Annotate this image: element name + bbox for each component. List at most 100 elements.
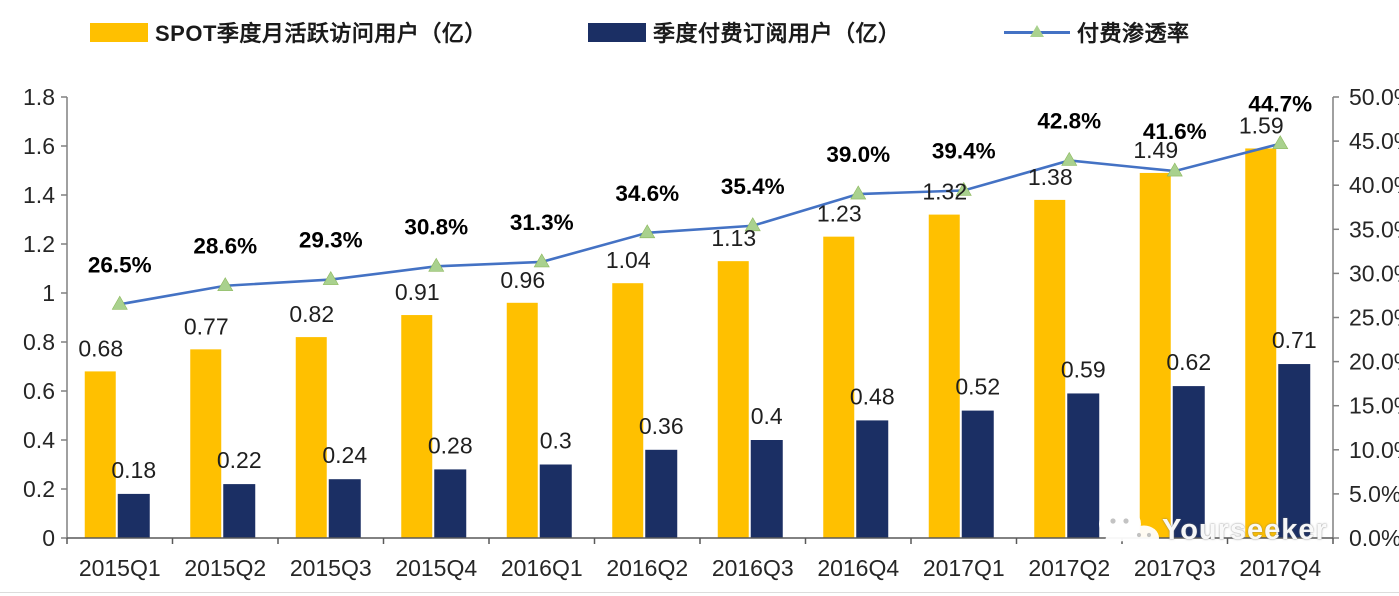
left-axis-tick-label: 0.4	[23, 427, 55, 453]
x-axis-label: 2017Q4	[1239, 555, 1321, 581]
left-axis-tick-label: 0.8	[23, 329, 55, 355]
subscriber-bar-label: 0.4	[751, 403, 783, 429]
penetration-marker	[533, 253, 550, 268]
penetration-marker	[1272, 135, 1289, 150]
mau-bar	[190, 349, 222, 538]
right-axis-tick-label: 30.0%	[1349, 260, 1399, 286]
penetration-point-label: 42.8%	[1037, 109, 1101, 134]
penetration-point-label: 39.4%	[932, 138, 996, 163]
penetration-marker	[744, 217, 761, 232]
mau-bar	[1245, 148, 1277, 538]
penetration-point-label: 31.3%	[510, 210, 574, 235]
subscriber-bar-label: 0.62	[1166, 349, 1211, 375]
penetration-marker	[639, 224, 656, 239]
penetration-marker	[428, 257, 445, 272]
subscriber-bar	[961, 410, 994, 538]
subscriber-bar	[223, 484, 256, 538]
subscriber-bar-label: 0.59	[1061, 356, 1106, 382]
legend-item-mau: SPOT季度月活跃访问用户（亿）	[90, 18, 487, 46]
penetration-point-label: 35.4%	[721, 174, 785, 199]
subscriber-bar-label: 0.24	[322, 442, 367, 468]
mau-bar-label: 0.77	[184, 313, 229, 339]
penetration-marker	[850, 185, 867, 200]
mau-bar	[928, 214, 960, 538]
left-axis-tick-label: 0.6	[23, 378, 55, 404]
right-axis-tick-label: 10.0%	[1349, 437, 1399, 463]
penetration-point-label: 41.6%	[1143, 119, 1207, 144]
left-axis-tick-label: 0	[42, 525, 55, 551]
left-axis-tick-label: 1.2	[23, 231, 55, 257]
x-axis-label: 2015Q4	[395, 555, 477, 581]
legend-item-label: 付费渗透率	[1077, 21, 1190, 46]
right-axis-tick-label: 35.0%	[1349, 216, 1399, 242]
x-axis-label: 2016Q3	[712, 555, 794, 581]
mau-bar	[506, 302, 538, 538]
penetration-line	[119, 142, 1281, 306]
legend-item-penetration: 付费渗透率	[1004, 18, 1190, 46]
left-axis-tick-label: 1.8	[23, 84, 55, 110]
mau-bar	[1139, 172, 1171, 538]
legend-item-subscribers: 季度付费订阅用户（亿）	[588, 18, 901, 46]
mau-bar	[401, 315, 433, 538]
subscriber-bar-label: 0.22	[217, 447, 262, 473]
x-axis-label: 2017Q3	[1134, 555, 1216, 581]
penetration-marker	[217, 277, 234, 292]
right-axis-tick-label: 15.0%	[1349, 393, 1399, 419]
right-axis-tick-label: 5.0%	[1349, 481, 1399, 507]
x-axis-label: 2017Q1	[923, 555, 1005, 581]
right-axis-tick-label: 45.0%	[1349, 128, 1399, 154]
mau-bar-label: 1.23	[817, 201, 862, 227]
penetration-point-label: 28.6%	[193, 234, 257, 259]
mau-bar-label: 0.91	[395, 279, 440, 305]
mau-bar-label: 1.49	[1133, 137, 1178, 163]
left-axis-tick-label: 1.6	[23, 133, 55, 159]
mau-bar	[84, 371, 116, 538]
penetration-point-label: 44.7%	[1248, 92, 1312, 117]
penetration-point-label: 30.8%	[404, 214, 468, 239]
mau-bar	[823, 236, 855, 538]
right-axis-tick-label: 40.0%	[1349, 172, 1399, 198]
penetration-point-label: 39.0%	[826, 142, 890, 167]
subscriber-bar	[750, 440, 783, 538]
legend-item-label: SPOT季度月活跃访问用户（亿）	[155, 21, 487, 46]
subscriber-bar	[539, 464, 572, 538]
penetration-point-label: 34.6%	[615, 181, 679, 206]
penetration-marker	[322, 270, 339, 285]
subscriber-series-swatch	[588, 22, 646, 42]
subscriber-bar	[645, 449, 678, 538]
x-axis-label: 2016Q1	[501, 555, 583, 581]
penetration-marker	[111, 295, 128, 310]
subscriber-bar-label: 0.52	[955, 374, 1000, 400]
left-axis-tick-label: 0.2	[23, 476, 55, 502]
subscriber-bar	[1278, 364, 1311, 538]
x-axis-label: 2015Q1	[79, 555, 161, 581]
subscriber-bar-label: 0.48	[850, 383, 895, 409]
x-axis-label: 2016Q4	[817, 555, 899, 581]
mau-bar	[612, 283, 644, 538]
x-axis-label: 2015Q3	[290, 555, 372, 581]
penetration-marker	[1166, 162, 1183, 177]
right-axis-tick-label: 50.0%	[1349, 84, 1399, 110]
right-axis-tick-label: 20.0%	[1349, 349, 1399, 375]
legend-triangle-marker-icon	[1030, 25, 1044, 37]
mau-bar-label: 1.32	[922, 179, 967, 205]
right-axis-tick-label: 25.0%	[1349, 305, 1399, 331]
mau-bar	[1034, 199, 1066, 538]
penetration-series-swatch	[1004, 22, 1070, 42]
mau-bar-label: 1.04	[606, 247, 651, 273]
mau-bar-label: 1.38	[1028, 164, 1073, 190]
penetration-point-label: 26.5%	[88, 252, 152, 277]
subscriber-bar	[328, 479, 361, 538]
penetration-point-label: 29.3%	[299, 228, 363, 253]
mau-series-swatch	[90, 22, 148, 42]
subscriber-bar-label: 0.3	[540, 428, 572, 454]
left-axis-tick-label: 1.4	[23, 182, 55, 208]
mau-bar-label: 0.96	[500, 267, 545, 293]
legend: SPOT季度月活跃访问用户（亿） 季度付费订阅用户（亿） 付费渗透率	[0, 18, 1399, 48]
right-axis-tick-label: 0.0%	[1349, 525, 1399, 551]
subscriber-bar-label: 0.36	[639, 413, 684, 439]
subscriber-bar	[117, 493, 150, 538]
mau-bar-label: 0.68	[78, 335, 123, 361]
subscriber-bar	[1172, 386, 1205, 538]
